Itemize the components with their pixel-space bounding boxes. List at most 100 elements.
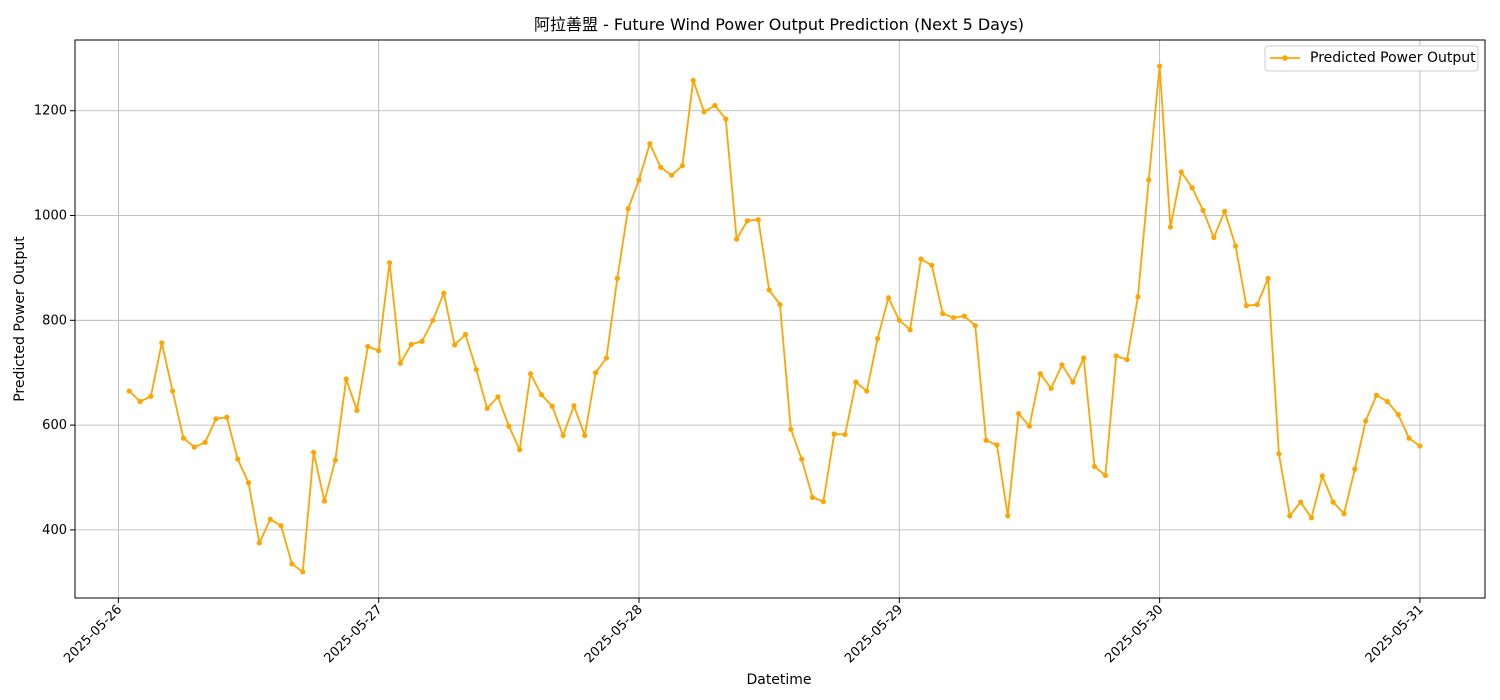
data-point [799,456,805,462]
data-point [397,360,403,366]
data-point [875,336,881,342]
y-tick-label: 800 [42,313,67,328]
legend: Predicted Power Output [1264,45,1479,72]
data-point [1200,207,1206,213]
data-point [766,287,772,293]
y-tick-label: 1200 [34,104,67,119]
data-point [1417,443,1423,449]
data-point [245,480,252,486]
data-point [1406,435,1412,441]
data-point [1330,499,1336,505]
data-point [213,416,219,422]
data-point [365,343,371,350]
data-point [1081,355,1087,361]
data-point [1276,451,1282,457]
data-point [625,206,631,212]
data-point [1287,513,1293,519]
data-point [256,540,262,546]
data-point [148,393,154,399]
data-point [571,403,577,409]
data-point [1232,243,1239,249]
data-point [1363,418,1369,424]
x-tick-label: 2025-05-31 [1363,602,1427,666]
data-point [1037,371,1043,377]
data-point [723,116,729,122]
data-point [690,77,696,83]
data-point [495,394,501,400]
data-point [961,313,967,319]
plot-area [75,40,1485,598]
x-axis: 2025-05-26 2025-05-27 2025-05-28 2025-05-29… [61,598,1427,666]
data-point [603,355,610,361]
data-point [983,437,989,443]
legend-marker-swatch [1282,55,1288,61]
data-point [1135,294,1141,300]
data-point [1341,511,1347,517]
data-point [896,317,902,323]
series-layer [126,63,1423,575]
data-point [929,262,935,268]
data-point [1373,392,1380,398]
y-tick-label: 1000 [34,209,67,224]
data-point [235,456,241,462]
data-point [1254,301,1260,308]
data-point [267,516,273,523]
data-point [560,432,566,439]
y-axis: 400 600 800 1000 1200 [34,104,75,538]
x-tick-label: 2025-05-29 [842,602,906,666]
data-point [614,275,620,281]
data-point [1265,275,1271,281]
data-point [1352,466,1358,472]
data-point [191,444,197,450]
data-point [1102,472,1108,478]
data-point [452,342,458,348]
data-point [300,569,306,575]
plot-frame [74,39,1486,599]
data-point [224,414,230,420]
data-point [517,447,523,453]
data-point [170,388,176,394]
data-point [712,102,718,109]
data-point [809,494,816,500]
data-point [842,431,848,438]
data-point [1243,303,1249,309]
data-point [376,348,382,354]
data-point [820,498,826,505]
data-point [918,256,924,262]
data-point [311,449,317,455]
data-point [1091,463,1098,470]
data-point [777,301,783,308]
data-point [1319,473,1325,479]
data-point [1113,353,1119,359]
data-point [386,260,393,266]
grid [75,40,1485,598]
data-point [430,317,436,323]
data-point [788,426,794,432]
y-tick-label: 400 [42,523,67,538]
data-point [885,295,892,301]
data-point [1157,63,1163,69]
data-point [1395,412,1401,418]
data-point [1026,423,1033,429]
data-point [755,217,761,223]
data-point [473,366,479,373]
data-point [1146,177,1152,183]
data-point [506,423,512,429]
data-point [332,457,338,463]
data-point [1124,357,1130,363]
data-point [679,163,685,169]
data-point [343,376,349,382]
data-point [701,109,707,115]
data-point [1384,398,1390,405]
data-point [1308,515,1315,521]
data-point [278,523,284,529]
data-point [202,439,208,445]
data-point [593,370,599,376]
data-point [354,407,360,414]
y-tick-label: 600 [42,418,67,433]
data-point [907,327,913,333]
y-axis-label: Predicted Power Output [12,236,28,402]
data-point [484,405,490,411]
data-point [853,379,859,385]
